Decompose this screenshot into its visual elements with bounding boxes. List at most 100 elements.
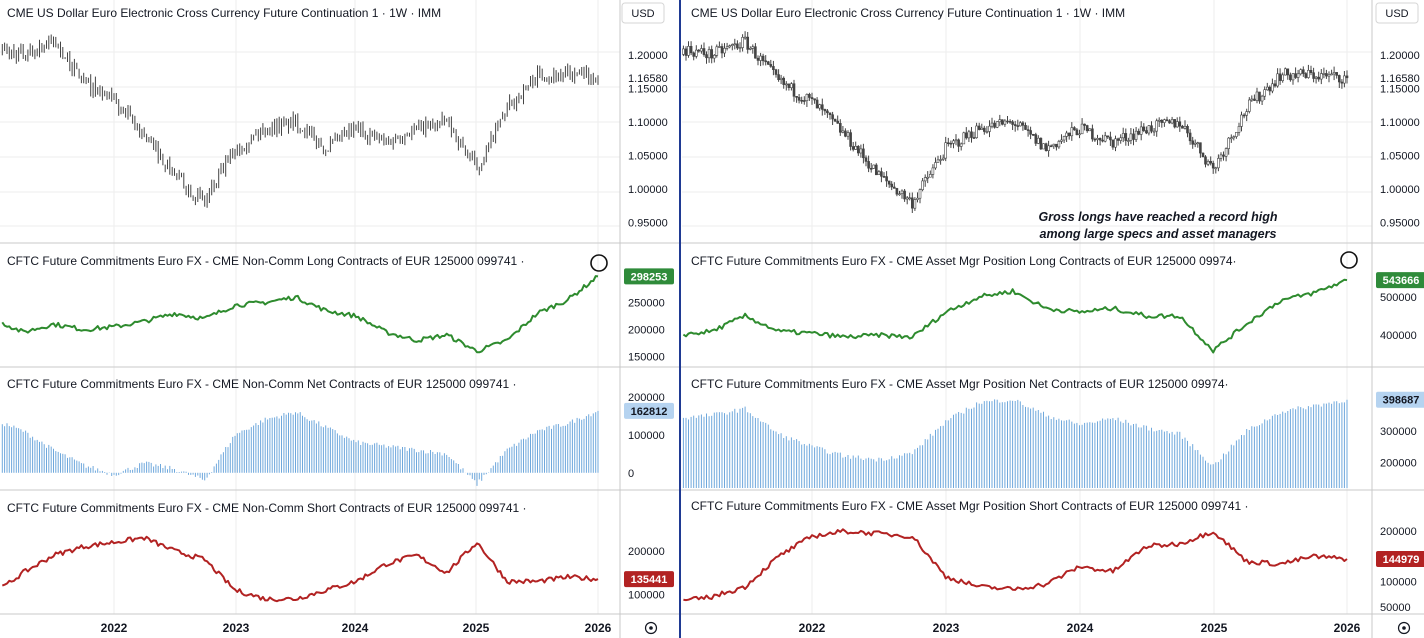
left-price-tick: 1.20000 xyxy=(628,50,668,62)
price-candle-body xyxy=(1170,119,1174,124)
price-candle-body xyxy=(952,140,955,144)
right-short-badge xyxy=(1376,551,1424,567)
price-candle-body xyxy=(1157,119,1161,122)
price-candle-body xyxy=(769,64,773,67)
right-net-tick: 300000 xyxy=(1380,426,1417,438)
price-candle-body xyxy=(975,125,978,138)
price-candle-body xyxy=(990,122,994,127)
left-net-tick: 200000 xyxy=(628,392,665,404)
price-candle-body xyxy=(1062,136,1066,141)
left-price-tick: 1.10000 xyxy=(628,117,668,129)
price-candle-body xyxy=(766,61,770,65)
price-candle-body xyxy=(972,137,976,139)
right-short-tick: 100000 xyxy=(1380,577,1417,589)
price-candle-body xyxy=(841,130,845,133)
right-net-title: CFTC Future Commitments Euro FX - CME As… xyxy=(691,377,1229,391)
price-candle-body xyxy=(926,176,930,179)
price-candle-body xyxy=(1013,124,1017,126)
price-candle-body xyxy=(864,157,868,162)
price-candle-body xyxy=(1230,137,1233,140)
price-candle-body xyxy=(1101,139,1104,142)
right-long-title: CFTC Future Commitments Euro FX - CME As… xyxy=(691,254,1237,268)
price-candle-body xyxy=(995,121,999,128)
price-candle-body xyxy=(851,146,855,150)
price-candle-body xyxy=(1127,140,1130,142)
price-candle-body xyxy=(895,188,899,195)
right-currency-button[interactable]: USD xyxy=(1375,2,1419,24)
price-candle-body xyxy=(998,119,1002,123)
right-price-tick: 1.00000 xyxy=(1380,184,1420,196)
left-net-last-value: 162812 xyxy=(631,406,668,418)
price-candle-body xyxy=(1116,138,1120,141)
price-candle-body xyxy=(1260,95,1264,102)
price-candle-body xyxy=(1237,126,1241,133)
price-candle-body xyxy=(1093,138,1097,141)
left-price-series xyxy=(1,34,599,208)
price-candle-body xyxy=(738,47,742,49)
price-candle-body xyxy=(1302,69,1305,74)
price-candle-body xyxy=(1021,122,1025,126)
left-net-series xyxy=(1,410,599,486)
price-candle-body xyxy=(733,43,737,46)
price-candle-body xyxy=(1114,138,1117,148)
price-candle-body xyxy=(846,132,850,137)
price-candle-body xyxy=(723,47,726,54)
price-candle-body xyxy=(700,48,703,52)
gear-icon xyxy=(644,621,658,635)
price-candle-body xyxy=(849,132,852,147)
price-candle-body xyxy=(1080,123,1084,135)
right-net-series xyxy=(682,399,1348,488)
left-price-tick: 1.15000 xyxy=(628,83,668,95)
price-candle-body xyxy=(1253,98,1256,101)
price-candle-body xyxy=(931,167,935,175)
price-candle-body xyxy=(1124,133,1128,141)
left-price-title: CME US Dollar Euro Electronic Cross Curr… xyxy=(7,6,441,20)
price-candle-body xyxy=(689,45,693,54)
price-candle-body xyxy=(702,48,706,55)
right-settings-button[interactable] xyxy=(1397,621,1411,635)
price-candle-body xyxy=(890,183,894,188)
price-candle-body xyxy=(944,142,948,159)
left-short-series xyxy=(1,535,599,603)
price-candle-body xyxy=(970,131,973,138)
price-candle-body xyxy=(1332,72,1336,75)
price-candle-body xyxy=(1214,167,1218,170)
price-candle-body xyxy=(1047,145,1050,152)
price-candle-body xyxy=(823,109,827,112)
price-candle-body xyxy=(777,74,780,80)
price-candle-body xyxy=(1245,111,1248,116)
price-candle-body xyxy=(756,57,760,61)
price-candle-body xyxy=(1224,148,1228,157)
price-candle-body xyxy=(1345,75,1349,79)
right-price-tick: 1.15000 xyxy=(1380,83,1420,95)
price-candle-body xyxy=(810,97,814,100)
left-short-last-value: 135441 xyxy=(631,574,668,586)
price-candle-body xyxy=(1320,73,1323,80)
price-candle-body xyxy=(1191,140,1194,145)
price-candle-body xyxy=(1250,98,1254,101)
price-candle-body xyxy=(697,49,701,52)
right-long-series xyxy=(682,278,1348,354)
price-candle-body xyxy=(1142,126,1146,131)
price-candle-body xyxy=(1314,76,1318,79)
price-candle-body xyxy=(1242,114,1246,117)
price-candle-body xyxy=(1248,99,1251,112)
price-candle-body xyxy=(1294,73,1297,78)
price-candle-body xyxy=(1145,130,1148,134)
price-candle-body xyxy=(792,83,796,97)
price-candle-body xyxy=(1026,129,1030,131)
right-record-high-marker xyxy=(1340,251,1358,269)
price-candle-body xyxy=(684,48,688,56)
price-candle-body xyxy=(1299,69,1302,75)
left-settings-button[interactable] xyxy=(644,621,658,635)
left-net-title: CFTC Future Commitments Euro FX - CME No… xyxy=(7,377,517,391)
price-candle-body xyxy=(908,197,912,200)
right-short-title: CFTC Future Commitments Euro FX - CME As… xyxy=(691,499,1249,513)
left-currency-button[interactable]: USD xyxy=(621,2,665,24)
price-candle-body xyxy=(1098,138,1102,141)
price-candle-body xyxy=(1309,70,1313,74)
price-candle-body xyxy=(1055,143,1058,148)
left-record-high-marker xyxy=(590,254,608,272)
left-currency-label: USD xyxy=(631,8,654,20)
price-candle-body xyxy=(1193,142,1197,145)
